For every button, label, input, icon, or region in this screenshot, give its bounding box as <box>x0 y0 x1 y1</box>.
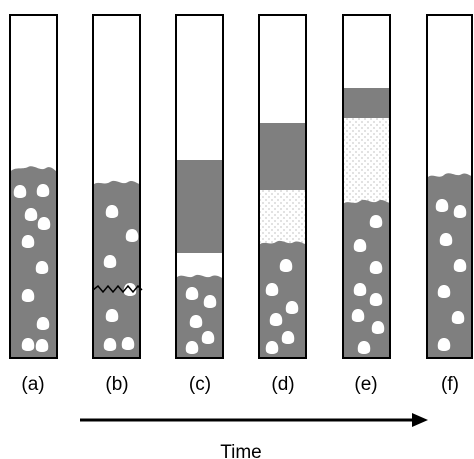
panel-label-d: (d) <box>271 374 294 395</box>
panel-b <box>93 15 142 358</box>
time-axis-label: Time <box>220 442 262 459</box>
panel-label-f: (f) <box>441 374 459 395</box>
panel-label-e: (e) <box>354 374 377 395</box>
time-arrow <box>80 413 428 427</box>
foam-slug-d <box>259 123 306 190</box>
panel-label-a: (a) <box>21 374 44 395</box>
foam-e <box>343 200 390 358</box>
liquid-d <box>259 190 306 245</box>
panel-f <box>427 15 472 358</box>
panel-a <box>10 15 57 358</box>
liquid-e <box>343 118 390 204</box>
panel-e <box>343 15 390 358</box>
panel-label-b: (b) <box>105 374 128 395</box>
foam-slug-e <box>343 88 390 118</box>
foam-slug-c <box>176 160 223 253</box>
panel-d <box>259 15 306 358</box>
panel-label-c: (c) <box>189 374 211 395</box>
panel-c <box>176 15 223 358</box>
